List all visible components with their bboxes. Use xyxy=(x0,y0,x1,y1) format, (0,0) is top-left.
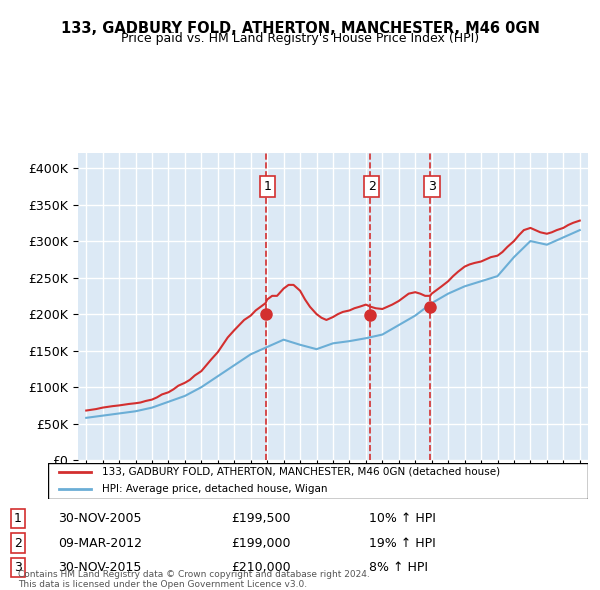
Text: 2: 2 xyxy=(368,180,376,193)
Text: 09-MAR-2012: 09-MAR-2012 xyxy=(58,536,142,549)
Text: 133, GADBURY FOLD, ATHERTON, MANCHESTER, M46 0GN (detached house): 133, GADBURY FOLD, ATHERTON, MANCHESTER,… xyxy=(102,467,500,477)
Text: 30-NOV-2015: 30-NOV-2015 xyxy=(58,561,142,574)
Text: 3: 3 xyxy=(428,180,436,193)
Text: £199,000: £199,000 xyxy=(231,536,290,549)
Text: Price paid vs. HM Land Registry's House Price Index (HPI): Price paid vs. HM Land Registry's House … xyxy=(121,32,479,45)
Text: £199,500: £199,500 xyxy=(231,512,290,525)
Text: 3: 3 xyxy=(14,561,22,574)
Text: HPI: Average price, detached house, Wigan: HPI: Average price, detached house, Wiga… xyxy=(102,484,328,494)
Text: 30-NOV-2005: 30-NOV-2005 xyxy=(58,512,142,525)
Text: 2: 2 xyxy=(14,536,22,549)
Text: £210,000: £210,000 xyxy=(231,561,290,574)
Text: 1: 1 xyxy=(263,180,271,193)
Text: 8% ↑ HPI: 8% ↑ HPI xyxy=(369,561,428,574)
Text: 10% ↑ HPI: 10% ↑ HPI xyxy=(369,512,436,525)
FancyBboxPatch shape xyxy=(48,463,588,499)
Text: 19% ↑ HPI: 19% ↑ HPI xyxy=(369,536,436,549)
Text: 1: 1 xyxy=(14,512,22,525)
Text: Contains HM Land Registry data © Crown copyright and database right 2024.
This d: Contains HM Land Registry data © Crown c… xyxy=(18,570,370,589)
Text: 133, GADBURY FOLD, ATHERTON, MANCHESTER, M46 0GN: 133, GADBURY FOLD, ATHERTON, MANCHESTER,… xyxy=(61,21,539,35)
